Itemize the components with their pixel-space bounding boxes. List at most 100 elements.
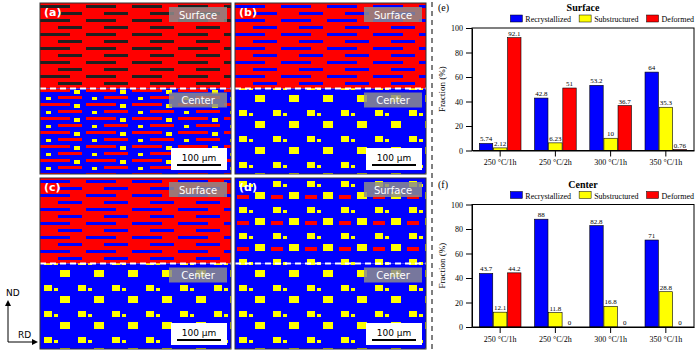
- tick-label: 60: [455, 73, 463, 82]
- panel-label: (e): [438, 2, 449, 14]
- panel-frame: [40, 178, 231, 349]
- tick-mark: [665, 327, 666, 333]
- region-label: Surface: [179, 185, 217, 196]
- legend-item: Deformed: [647, 192, 694, 201]
- region-label: Surface: [374, 10, 412, 21]
- data-label: 0: [568, 319, 572, 327]
- bar: [479, 143, 492, 150]
- tick: 80: [455, 225, 472, 234]
- plot-frame: [472, 205, 694, 328]
- bar: [563, 88, 576, 150]
- panel-label: (a): [44, 6, 61, 19]
- data-label: 82.8: [590, 218, 603, 226]
- data-label: 35.3: [660, 99, 673, 107]
- tick-label: 20: [455, 299, 463, 308]
- tick-mark: [665, 151, 666, 157]
- map-panel: (a) Surface Center 100 μm: [40, 3, 231, 174]
- separator: [432, 2, 433, 351]
- map-panel: (b)SurfaceCenter100 μm: [235, 3, 426, 174]
- data-label: 43.7: [480, 265, 493, 273]
- bar: [549, 143, 562, 151]
- tick-label: 300 °C/1h: [594, 335, 627, 344]
- tick-mark: [555, 327, 556, 333]
- data-label: 36.7: [619, 98, 632, 106]
- tick-label: 350 °C/1h: [649, 158, 682, 167]
- data-label: 11.8: [549, 305, 561, 313]
- bar: [604, 138, 617, 150]
- axis-line: [472, 29, 473, 152]
- tick-mark: [610, 327, 611, 333]
- panel-frame: [235, 178, 426, 349]
- divider: [40, 88, 231, 90]
- y-label: Fraction (%): [437, 66, 447, 112]
- data-label: 0: [623, 319, 627, 327]
- legend-label: Recrystallized: [525, 192, 571, 201]
- legend: RecrystallizedSubstructuredDeformed: [510, 15, 694, 24]
- region-label: Surface: [179, 10, 217, 21]
- direction-indicator: NDRD: [5, 288, 38, 345]
- tick: 40: [455, 98, 472, 107]
- legend-label: Substructured: [594, 15, 638, 24]
- data-label: 92.1: [508, 30, 521, 38]
- data-label: 6.23: [549, 135, 562, 143]
- scale-label: 100 μm: [182, 153, 217, 163]
- region-label: Center: [181, 95, 216, 106]
- scale-box: [171, 323, 227, 345]
- scale-bar: [177, 339, 221, 341]
- arrow-head: [32, 339, 38, 345]
- panel-label: (b): [239, 6, 257, 19]
- data-label: 10: [607, 130, 615, 138]
- tick-mark: [466, 28, 472, 29]
- tick-mark: [500, 327, 501, 333]
- data-label: 28.8: [660, 284, 673, 292]
- chart-title: Center: [568, 179, 598, 190]
- legend-swatch: [647, 15, 659, 22]
- region-label: Center: [376, 270, 411, 281]
- panel-frame: [40, 3, 231, 174]
- tick: 300 °C/1h: [594, 151, 627, 168]
- divider: [235, 88, 426, 90]
- label-box: [169, 93, 227, 108]
- panel-label: (f): [438, 179, 448, 191]
- legend-swatch: [579, 192, 591, 199]
- tick-mark: [466, 229, 472, 230]
- scale-bar: [177, 164, 221, 166]
- label-box: [169, 182, 227, 197]
- chart: 5.7442.853.2642.126.231035.392.15136.70.…: [437, 2, 695, 167]
- legend-label: Recrystallized: [525, 15, 571, 24]
- bar: [645, 240, 658, 327]
- legend-swatch: [510, 15, 522, 22]
- plot-area: 5.7442.853.2642.126.231035.392.15136.70.…: [451, 24, 695, 167]
- tick: 350 °C/1h: [649, 327, 682, 344]
- scale-box: [366, 148, 422, 170]
- map-center: [40, 264, 231, 350]
- label-box: [364, 7, 422, 22]
- y-axis: 020406080100: [451, 201, 473, 333]
- tick-mark: [466, 102, 472, 103]
- tick-mark: [466, 327, 472, 328]
- tick: 250 °C/2h: [539, 151, 572, 168]
- legend-label: Substructured: [594, 192, 638, 201]
- tick: 40: [455, 274, 472, 283]
- tick-label: 300 °C/1h: [594, 158, 627, 167]
- bars: [479, 219, 672, 327]
- bar: [479, 273, 492, 327]
- tick-label: 40: [455, 274, 463, 283]
- map-center: [40, 89, 231, 175]
- x-axis: 250 °C/1h 250 °C/2h 300 °C/1h 350 °C/1h: [473, 151, 695, 168]
- scale-box: [366, 323, 422, 345]
- tick: 0: [459, 323, 472, 332]
- tick: 100: [451, 24, 472, 33]
- tick-mark: [466, 278, 472, 279]
- tick: 300 °C/1h: [594, 327, 627, 344]
- divider: [235, 263, 426, 265]
- panel-label: (c): [44, 181, 61, 194]
- direction-label: RD: [18, 330, 31, 340]
- tick-label: 250 °C/2h: [539, 158, 572, 167]
- tick-label: 40: [455, 98, 463, 107]
- legend-item: Substructured: [579, 15, 638, 24]
- scale-bar: [372, 164, 416, 166]
- tick-label: 250 °C/1h: [484, 158, 517, 167]
- arrow: [8, 342, 36, 343]
- tick: 60: [455, 73, 472, 82]
